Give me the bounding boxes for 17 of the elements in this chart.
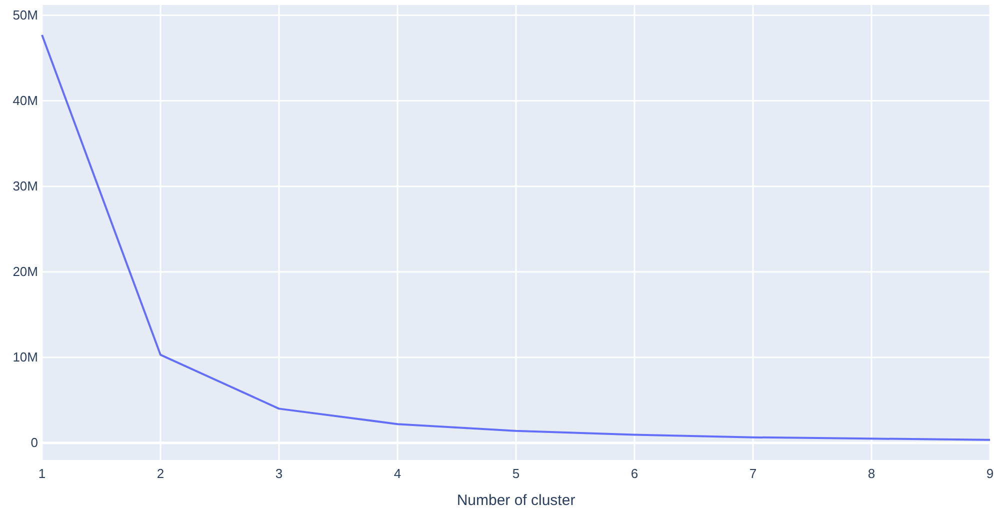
y-tick-label: 40M [12,92,38,108]
x-tick-label: 9 [986,466,994,481]
y-tick-label: 20M [12,264,38,279]
x-tick-label: 2 [156,466,164,481]
y-tick-label: 30M [12,178,38,194]
x-tick-label: 5 [512,466,520,481]
x-tick-label: 7 [749,466,757,481]
y-tick-label: 50M [12,7,38,22]
y-tick-label: 0 [30,434,38,450]
x-tick-label: 3 [275,466,283,481]
x-tick-label: 6 [630,466,638,481]
line-series [41,34,991,441]
x-axis-title: Number of cluster [456,492,576,509]
y-tick-label: 10M [12,349,38,364]
x-tick-label: 1 [38,466,46,481]
x-tick-label: 4 [394,466,402,481]
x-tick-label: 8 [868,466,876,481]
